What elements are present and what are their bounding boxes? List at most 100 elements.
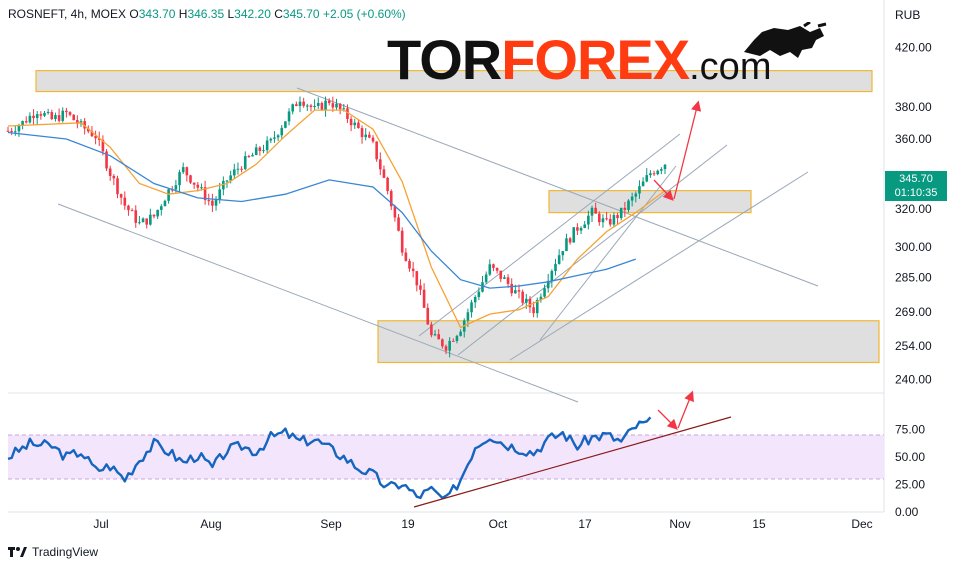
candle (21, 121, 24, 126)
candle (265, 140, 269, 151)
candle (408, 260, 411, 269)
candle (605, 218, 608, 220)
candle (510, 283, 513, 294)
price-tick-label: 240.00 (895, 373, 932, 387)
candle (211, 200, 214, 206)
candle (426, 307, 430, 325)
candle (134, 210, 138, 223)
candle (375, 141, 378, 160)
trend-line (296, 87, 819, 287)
candle (430, 324, 433, 336)
candle (174, 185, 178, 190)
candle (357, 122, 360, 129)
time-tick-label: Jul (93, 517, 108, 531)
price-tick-label: 320.00 (895, 202, 932, 216)
candle (638, 186, 641, 194)
candle (656, 170, 659, 175)
candle (379, 159, 382, 170)
candle (46, 112, 50, 114)
candle (492, 264, 495, 268)
currency-label: RUB (895, 8, 921, 22)
candle (236, 168, 240, 170)
forecast-arrow (673, 100, 702, 200)
candle (262, 150, 265, 152)
axes-layer: 420.00 380.00 360.00 320.00 300.00 285.00 269.… (93, 41, 932, 531)
candle (419, 285, 422, 290)
candle (565, 238, 568, 252)
candle (181, 167, 185, 173)
rsi-layer (7, 416, 884, 508)
candle (149, 214, 152, 225)
candle (14, 131, 17, 133)
candle (61, 110, 65, 121)
candle (90, 131, 94, 137)
tradingview-footer[interactable]: TradingView (8, 545, 98, 559)
candle (65, 110, 68, 113)
candle (54, 115, 57, 120)
candle (663, 164, 667, 170)
candle (306, 105, 309, 107)
candle (389, 191, 393, 207)
candle (590, 207, 594, 216)
price-tick-label: 380.00 (895, 100, 932, 114)
candle (222, 180, 225, 190)
brand-part2: FOREX (501, 28, 690, 91)
candle (433, 334, 437, 336)
candle (167, 189, 170, 201)
candle (189, 175, 192, 183)
candle (506, 277, 510, 284)
close-label: C (274, 7, 283, 21)
candle (316, 102, 320, 106)
candle (200, 187, 203, 189)
candle (229, 175, 232, 181)
candle (517, 290, 521, 292)
candle (338, 103, 342, 110)
candle (116, 178, 119, 195)
candle (108, 168, 112, 176)
candle (247, 156, 251, 158)
candle (68, 112, 72, 115)
candle (503, 277, 506, 279)
candle (284, 121, 287, 128)
moving-averages-layer (7, 109, 666, 329)
price-tick-label: 360.00 (895, 132, 932, 146)
candle (441, 339, 444, 347)
candle (608, 218, 612, 225)
candle (233, 169, 236, 176)
tradingview-logo-icon (8, 547, 27, 557)
candle (302, 101, 305, 106)
candle (335, 103, 338, 108)
time-tick-label: Sep (320, 517, 342, 531)
candle (24, 121, 28, 123)
candle (568, 238, 572, 243)
candle (612, 215, 616, 225)
candle (192, 182, 196, 185)
candle (630, 196, 634, 201)
candle (411, 268, 415, 272)
candle (6, 130, 10, 132)
candle (97, 138, 101, 140)
candle (627, 200, 630, 210)
candle (50, 112, 54, 120)
candle (178, 172, 181, 186)
candle (141, 218, 145, 223)
candle (641, 181, 645, 187)
candle (349, 118, 353, 126)
candle (214, 199, 218, 206)
candle (87, 128, 90, 132)
candle (477, 291, 481, 297)
price-tick-label: 285.00 (895, 271, 932, 285)
candle (481, 282, 484, 292)
rsi-tick-label: 0.00 (895, 505, 919, 519)
candle (39, 114, 43, 116)
high-label: H (178, 7, 188, 21)
candle (437, 334, 440, 340)
candle (535, 299, 539, 314)
time-tick-label: Dec (851, 517, 872, 531)
ma-fast-line (7, 109, 666, 329)
candle (623, 207, 627, 210)
tradingview-text: TradingView (32, 545, 99, 559)
candle (459, 331, 462, 336)
candle (101, 139, 105, 152)
candle (145, 218, 148, 225)
